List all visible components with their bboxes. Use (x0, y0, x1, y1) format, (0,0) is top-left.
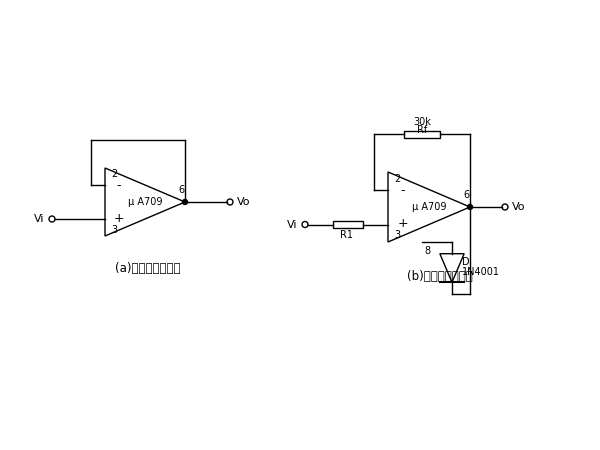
Text: (b)电压跟随器之二: (b)电压跟随器之二 (407, 270, 473, 284)
Text: μ A709: μ A709 (128, 197, 162, 207)
Text: (a)电压跟随器之一: (a)电压跟随器之一 (115, 261, 181, 274)
Text: 3: 3 (394, 230, 400, 240)
Text: R1: R1 (340, 230, 353, 240)
Text: Vi: Vi (287, 220, 297, 230)
Text: 8: 8 (424, 246, 431, 256)
Text: -: - (117, 180, 121, 193)
Text: Vo: Vo (512, 202, 526, 212)
Text: Vo: Vo (237, 197, 251, 207)
Text: -: - (401, 184, 405, 197)
Bar (404, 130, 440, 138)
Text: μ A709: μ A709 (412, 202, 446, 212)
Text: 2: 2 (394, 174, 400, 184)
Text: 6: 6 (178, 185, 184, 195)
Text: 2: 2 (111, 169, 117, 179)
Circle shape (467, 204, 473, 210)
Text: +: + (113, 212, 124, 225)
Text: 30k: 30k (413, 117, 431, 127)
Text: 3: 3 (111, 225, 117, 235)
Text: Vi: Vi (34, 214, 44, 224)
Text: 1N4001: 1N4001 (462, 267, 500, 277)
Text: D: D (462, 257, 470, 267)
Text: 6: 6 (463, 190, 469, 200)
Text: Rf: Rf (417, 125, 427, 135)
Text: +: + (398, 217, 409, 230)
Circle shape (182, 199, 187, 204)
Bar (333, 221, 363, 228)
